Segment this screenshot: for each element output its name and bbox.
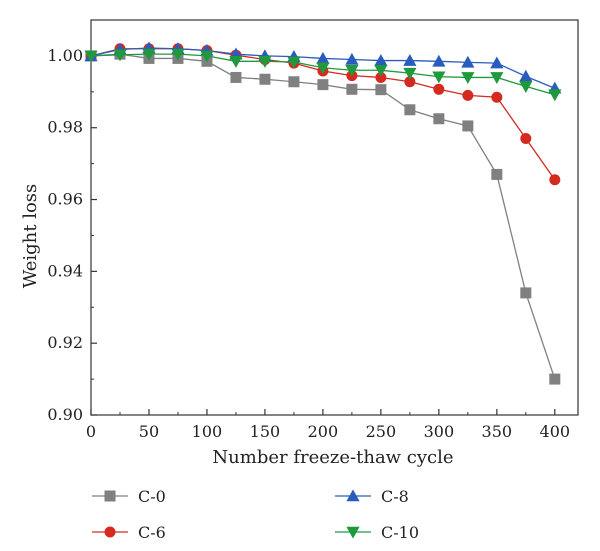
x-tick-label: 300 xyxy=(424,422,455,441)
data-point-c-10 xyxy=(432,71,446,84)
data-point-c-0 xyxy=(259,73,271,85)
data-point-c-10 xyxy=(142,48,156,61)
data-point-c-6 xyxy=(549,174,561,186)
x-tick-label: 200 xyxy=(308,422,339,441)
legend-item-c-6: C-6 xyxy=(92,523,166,542)
data-point-c-10 xyxy=(345,64,359,77)
data-point-c-6 xyxy=(520,133,532,144)
data-point-c-10 xyxy=(229,56,243,68)
legend-marker xyxy=(104,526,116,538)
data-point-c-8 xyxy=(374,53,388,66)
data-point-c-10 xyxy=(403,67,417,80)
y-tick-label: 0.94 xyxy=(47,261,83,280)
data-point-c-0 xyxy=(346,83,358,95)
legend-item-c-8: C-8 xyxy=(335,487,409,506)
data-point-c-10 xyxy=(519,81,533,94)
x-tick-label: 350 xyxy=(482,422,513,441)
data-point-c-10 xyxy=(490,72,504,85)
data-point-c-8 xyxy=(432,54,446,67)
data-point-c-10 xyxy=(461,72,475,85)
series-c-0 xyxy=(85,48,561,385)
legend-marker xyxy=(346,489,360,502)
y-tick-label: 0.98 xyxy=(47,118,83,137)
data-point-c-0 xyxy=(462,120,474,132)
data-point-c-0 xyxy=(288,76,300,88)
data-point-c-6 xyxy=(433,83,445,95)
x-tick-label: 0 xyxy=(86,422,96,441)
series-line-c-0 xyxy=(90,53,556,380)
series-c-10 xyxy=(84,48,562,102)
data-point-c-0 xyxy=(520,287,532,299)
data-point-c-10 xyxy=(171,48,185,61)
x-axis-title: Number freeze-thaw cycle xyxy=(212,447,453,468)
data-point-c-10 xyxy=(548,89,562,102)
data-point-c-8 xyxy=(519,69,533,82)
data-point-c-8 xyxy=(316,51,330,64)
data-point-c-0 xyxy=(549,373,561,385)
data-point-c-10 xyxy=(258,56,272,68)
y-tick-label: 0.90 xyxy=(47,405,83,424)
data-point-c-0 xyxy=(230,71,242,83)
data-point-c-0 xyxy=(404,104,416,116)
x-tick-label: 150 xyxy=(250,422,281,441)
y-tick-label: 0.96 xyxy=(47,190,83,209)
data-point-c-6 xyxy=(375,71,387,83)
data-point-c-10 xyxy=(287,56,301,69)
y-axis-title: Weight loss xyxy=(20,184,41,289)
data-point-c-8 xyxy=(461,55,475,68)
data-point-c-10 xyxy=(84,50,98,63)
y-tick-label: 0.92 xyxy=(47,333,83,352)
data-point-c-8 xyxy=(345,52,359,65)
data-point-c-8 xyxy=(490,56,504,69)
data-point-c-0 xyxy=(491,168,503,180)
data-point-c-6 xyxy=(491,91,503,103)
data-point-c-10 xyxy=(316,62,330,75)
data-point-c-10 xyxy=(113,49,127,62)
legend-item-c-0: C-0 xyxy=(92,487,166,506)
data-point-c-0 xyxy=(317,79,329,91)
series-layer xyxy=(84,41,562,385)
legend-label: C-6 xyxy=(138,523,166,542)
x-tick-label: 100 xyxy=(192,422,223,441)
data-point-c-0 xyxy=(375,84,387,96)
legend: C-0 C-6 C-8 C-10 xyxy=(92,487,419,542)
axes: 0 50 100 150 200 250 300 350 400 0.90 0.92 0.94 0.96… xyxy=(47,19,579,441)
plot-frame xyxy=(90,19,579,416)
data-point-c-10 xyxy=(200,50,214,63)
x-tick-label: 50 xyxy=(139,422,159,441)
y-tick-label: 1.00 xyxy=(47,46,83,65)
legend-label: C-8 xyxy=(381,487,409,506)
legend-label: C-0 xyxy=(138,487,166,506)
x-tick-label: 250 xyxy=(366,422,397,441)
data-point-c-0 xyxy=(433,113,445,125)
legend-label: C-10 xyxy=(381,523,419,542)
x-tick-label: 400 xyxy=(540,422,571,441)
legend-marker xyxy=(104,490,116,502)
data-point-c-10 xyxy=(374,64,388,77)
legend-item-c-10: C-10 xyxy=(335,523,419,542)
data-point-c-6 xyxy=(462,89,474,101)
data-point-c-6 xyxy=(404,76,416,88)
legend-marker xyxy=(346,526,360,539)
data-point-c-8 xyxy=(403,53,417,66)
